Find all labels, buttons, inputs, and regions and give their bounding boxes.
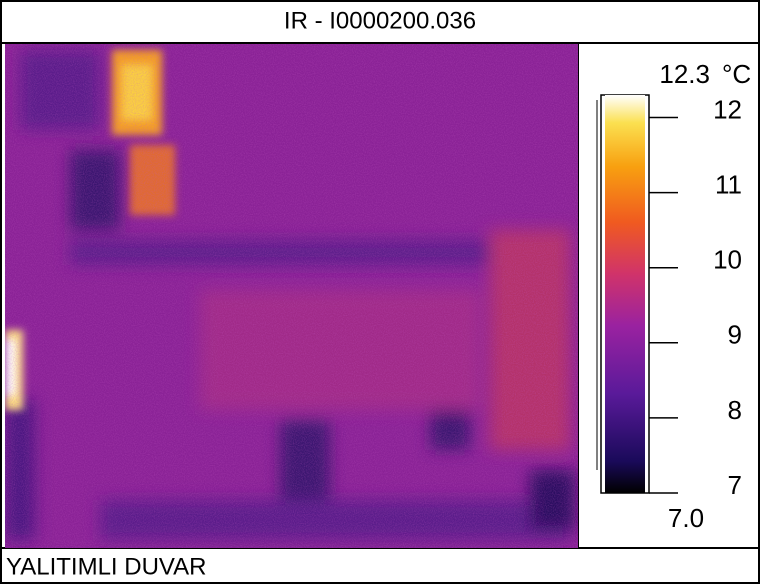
thermal-image — [5, 44, 578, 548]
colorbar — [605, 95, 645, 493]
scale-max: 12.3 — [659, 59, 710, 89]
scale-tick-label: 10 — [713, 245, 742, 275]
scale-min: 7.0 — [668, 503, 704, 533]
title: IR - I0000200.036 — [284, 7, 476, 34]
scale-tick-label: 8 — [728, 395, 742, 425]
caption: YALITIMLI DUVAR — [6, 553, 206, 580]
scale-tick-label: 11 — [715, 169, 742, 199]
scale-tick-label: 9 — [728, 320, 742, 350]
scale-tick-label: 7 — [728, 470, 742, 500]
scale-unit: °C — [722, 59, 751, 89]
scale-tick-label: 12 — [713, 94, 742, 124]
